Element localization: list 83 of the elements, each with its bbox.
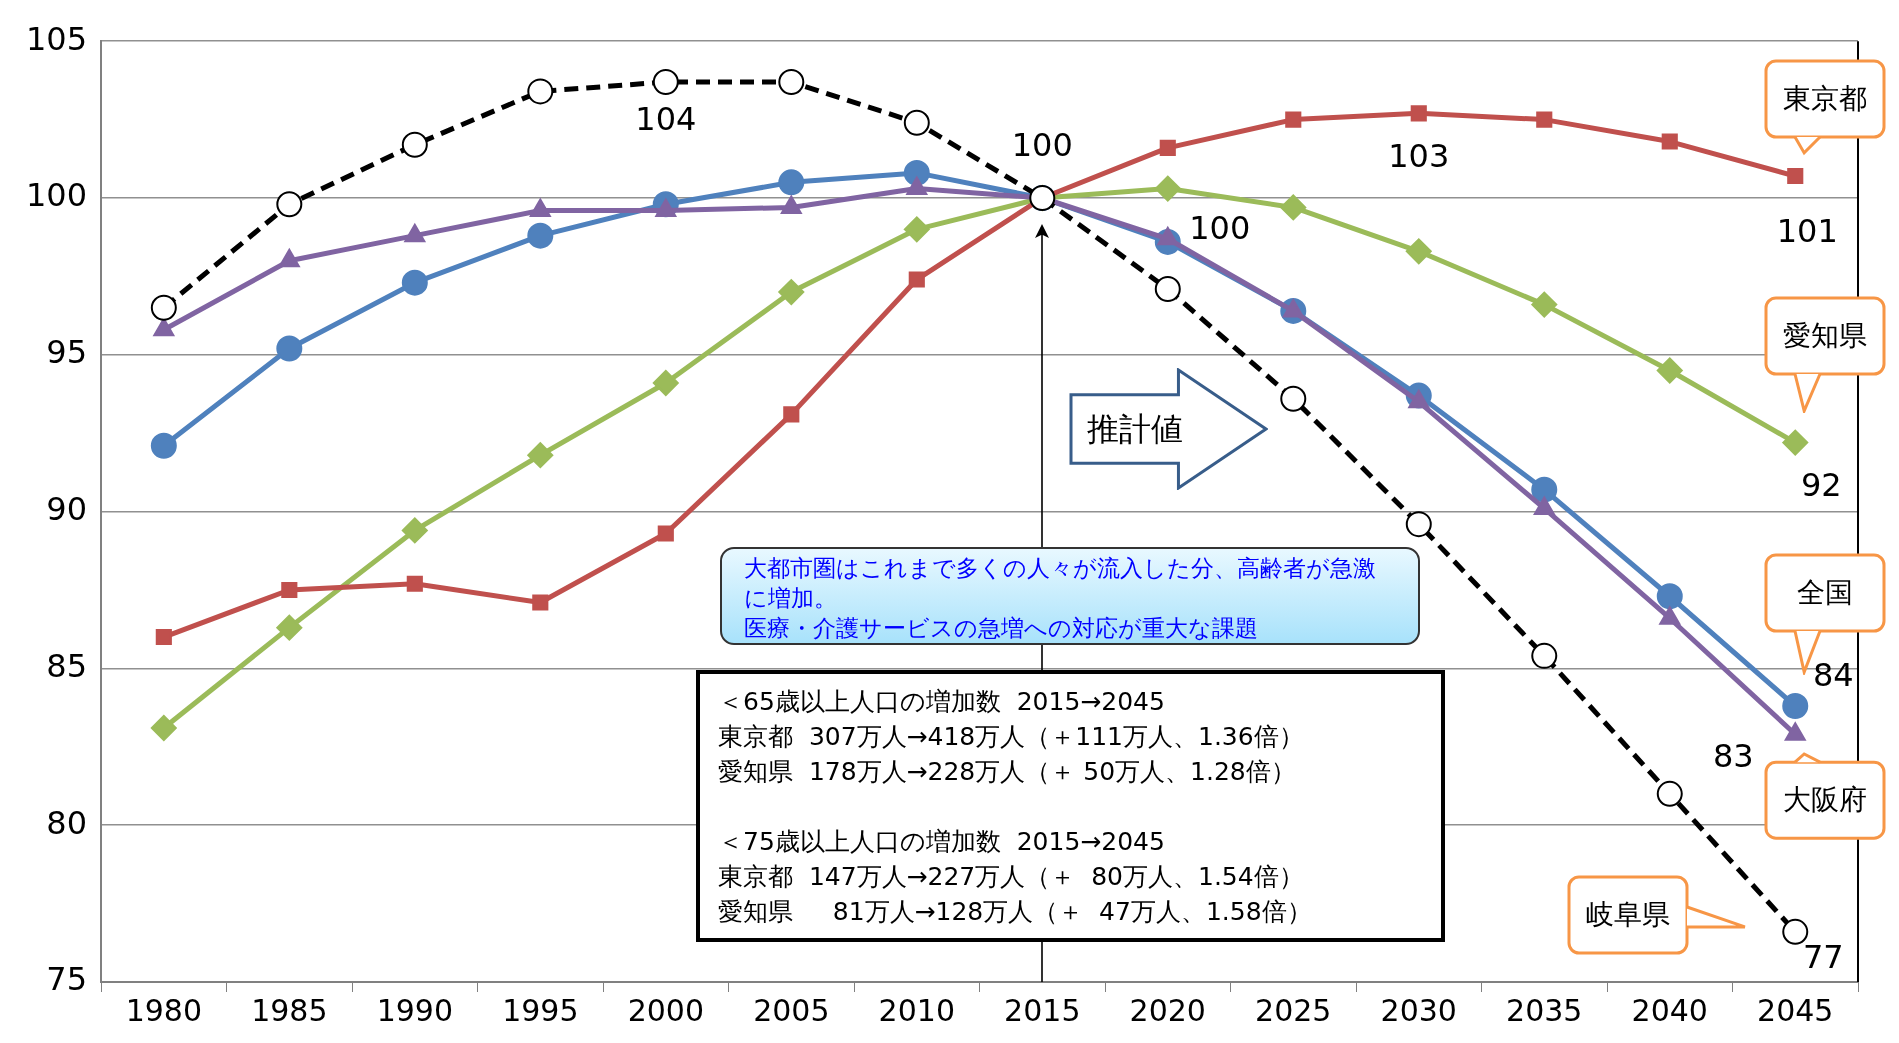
point — [281, 581, 298, 599]
annotation: 愛知県 178万人→228万人（＋ 50万人、1.28倍） — [718, 756, 1297, 788]
annotation: 医療・介護サービスの急増への対応が重大な課題 — [744, 614, 1259, 643]
point — [527, 442, 554, 469]
point — [532, 594, 549, 611]
point — [1536, 111, 1553, 128]
point — [401, 517, 428, 544]
point — [778, 279, 805, 306]
y-tick-label: 85 — [46, 646, 88, 685]
annotation: 愛知県 81万人→128万人（＋ 47万人、1.58倍） — [718, 896, 1313, 928]
annotation: ＜75歳以上人口の増加数 2015→2045 — [718, 826, 1166, 858]
point — [155, 628, 172, 646]
point — [1656, 780, 1683, 807]
point — [150, 714, 177, 741]
y-tick-label: 75 — [46, 960, 88, 999]
data-label: 103 — [1388, 136, 1450, 175]
point — [1656, 357, 1683, 384]
text: 愛知県 — [1766, 297, 1884, 374]
data-label: 100 — [1189, 208, 1251, 247]
y-tick-label: 90 — [46, 489, 88, 528]
point — [406, 575, 423, 592]
annotation: ＜65歳以上人口の増加数 2015→2045 — [718, 686, 1166, 718]
y-tick-label: 95 — [46, 333, 88, 372]
point — [1787, 167, 1804, 185]
x-tick-label: 1980 — [125, 992, 203, 1028]
annotation: 東京都 307万人→418万人（＋111万人、1.36倍） — [718, 721, 1305, 753]
x-tick-label: 2010 — [878, 992, 955, 1028]
x-tick-label: 2015 — [1004, 992, 1081, 1028]
point — [1405, 238, 1432, 265]
point — [783, 406, 800, 423]
x-tick-label: 2000 — [627, 992, 704, 1028]
point — [1782, 429, 1809, 456]
y-tick-label: 105 — [26, 19, 88, 58]
data-label: 101 — [1776, 212, 1838, 251]
y-tick-label: 100 — [26, 176, 88, 215]
annotation: 大都市圏はこれまで多くの人々が流入した分、高齢者が急激に増加。 — [744, 554, 1377, 613]
point — [1661, 133, 1678, 150]
x-tick-label: 2005 — [753, 992, 830, 1028]
point — [1159, 139, 1176, 156]
point — [1782, 693, 1809, 720]
point — [276, 191, 303, 218]
point — [1285, 111, 1302, 128]
x-tick-label: 2035 — [1506, 992, 1583, 1028]
point — [1410, 105, 1427, 122]
point — [903, 216, 930, 243]
point — [652, 370, 679, 397]
point — [1154, 175, 1181, 202]
point — [276, 614, 303, 641]
series-label: 大阪府 — [1766, 762, 1884, 839]
point — [778, 169, 805, 196]
point — [1531, 291, 1558, 318]
point — [908, 271, 925, 288]
annotation: 推計値 — [1087, 409, 1183, 449]
text: 全国 — [1766, 555, 1884, 632]
x-tick-label: 2030 — [1380, 992, 1457, 1028]
x-tick-label: 1985 — [251, 992, 328, 1028]
point — [657, 525, 674, 542]
point — [1531, 476, 1558, 503]
data-label: 104 — [635, 100, 697, 139]
point — [1280, 194, 1307, 221]
point — [276, 335, 303, 362]
annotation: 東京都 147万人→227万人（＋ 80万人、1.54倍） — [718, 861, 1305, 893]
x-tick-label: 2020 — [1129, 992, 1206, 1028]
text: 岐阜県 — [1569, 876, 1688, 953]
series-label: 東京都 — [1766, 61, 1884, 138]
data-label: 92 — [1800, 465, 1842, 504]
point — [1656, 583, 1683, 610]
point — [903, 109, 930, 136]
data-label: 77 — [1802, 938, 1844, 977]
y-tick-label: 80 — [46, 803, 88, 842]
point — [527, 222, 554, 249]
data-label: 100 — [1011, 126, 1073, 165]
x-tick-label: 2040 — [1631, 992, 1708, 1028]
data-label: 83 — [1712, 736, 1754, 775]
point — [401, 269, 428, 296]
x-tick-label: 1990 — [376, 992, 453, 1028]
point — [150, 432, 177, 459]
note-box: 大都市圏はこれまで多くの人々が流入した分、高齢者が急激に増加。 医療・介護サービスの急増への対応が重大な課題 — [720, 547, 1420, 645]
point — [778, 68, 805, 95]
x-tick-label: 2045 — [1757, 992, 1834, 1028]
x-tick-label: 1995 — [502, 992, 579, 1028]
data-label: 84 — [1812, 656, 1854, 695]
x-tick-label: 2025 — [1255, 992, 1332, 1028]
